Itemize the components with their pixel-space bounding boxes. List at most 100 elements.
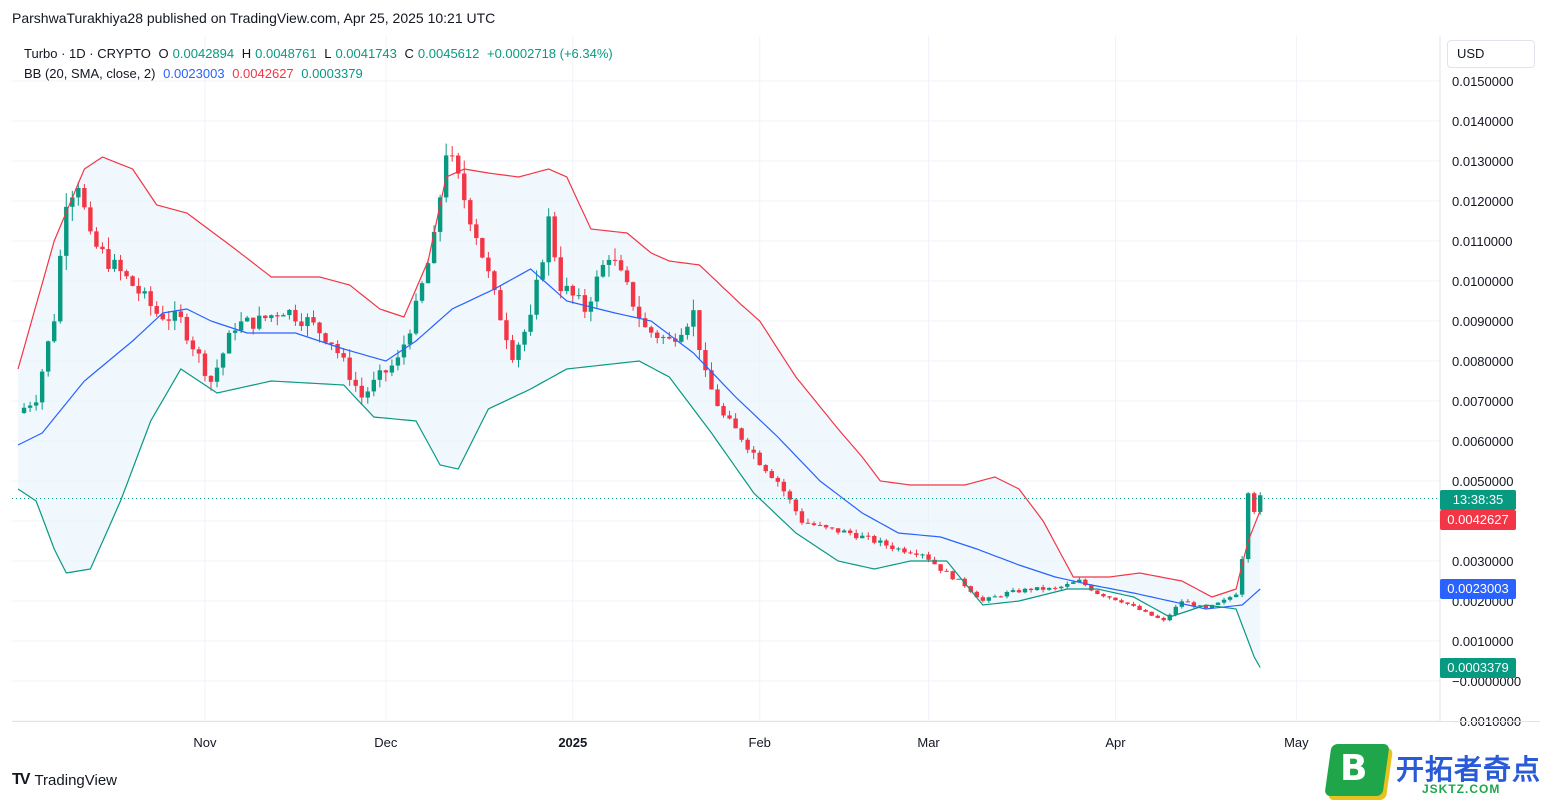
candle-body bbox=[1010, 590, 1016, 592]
candle-body bbox=[908, 552, 913, 554]
countdown-tag: 13:38:35 bbox=[1440, 490, 1516, 510]
candle-body bbox=[950, 571, 955, 580]
candle-body bbox=[576, 295, 582, 297]
candle-body bbox=[926, 554, 931, 560]
candle-body bbox=[860, 535, 865, 539]
candle-body bbox=[739, 428, 744, 440]
candle-body bbox=[1258, 495, 1263, 512]
y-tick-label: 0.0090000 bbox=[1452, 314, 1513, 329]
candle-body bbox=[208, 375, 214, 382]
candle-body bbox=[733, 418, 738, 429]
candle-body bbox=[365, 391, 370, 398]
candle-body bbox=[558, 257, 563, 292]
candle-body bbox=[1095, 590, 1100, 595]
candle-body bbox=[486, 257, 491, 272]
x-tick-label: May bbox=[1284, 735, 1309, 750]
candle-body bbox=[612, 259, 618, 261]
candle-body bbox=[480, 238, 485, 258]
candle-body bbox=[679, 334, 684, 342]
candle-body bbox=[878, 540, 883, 543]
candle-body bbox=[980, 597, 986, 601]
candle-body bbox=[691, 310, 696, 327]
candle-body bbox=[673, 338, 678, 342]
close-value: 0.0045612 bbox=[417, 46, 480, 61]
candle-body bbox=[920, 554, 925, 556]
candle-body bbox=[184, 316, 190, 341]
candle-body bbox=[854, 533, 859, 539]
candle-body bbox=[528, 314, 533, 332]
watermark-title: 开拓者奇点 bbox=[1396, 754, 1542, 785]
candle-body bbox=[1028, 588, 1034, 591]
candle-body bbox=[1185, 601, 1191, 603]
y-tick-label: 0.0140000 bbox=[1452, 114, 1513, 129]
x-tick-label: Mar bbox=[917, 735, 940, 750]
candle-body bbox=[106, 249, 111, 269]
lower-band-tag: 0.0003379 bbox=[1440, 658, 1516, 678]
open-label: O bbox=[158, 46, 169, 61]
candle-body bbox=[715, 389, 720, 407]
candle-body bbox=[817, 525, 823, 527]
candle-body bbox=[914, 553, 919, 555]
candle-body bbox=[263, 315, 268, 319]
candle-body bbox=[564, 285, 569, 292]
candle-body bbox=[829, 527, 835, 529]
candle-body bbox=[82, 187, 87, 208]
candle-body bbox=[570, 285, 575, 296]
candle-body bbox=[154, 306, 159, 314]
candle-body bbox=[1245, 493, 1251, 560]
candle-body bbox=[389, 365, 395, 373]
candle-body bbox=[112, 259, 117, 269]
open-value: 0.0042894 bbox=[172, 46, 235, 61]
candle-body bbox=[552, 216, 557, 258]
candle-body bbox=[27, 405, 33, 408]
candle-body bbox=[492, 271, 497, 291]
candle-body bbox=[703, 350, 708, 371]
candle-body bbox=[872, 536, 877, 543]
candle-body bbox=[1040, 587, 1046, 590]
candle-body bbox=[636, 306, 642, 319]
indicator-legend[interactable]: BB (20, SMA, close, 2) 0.0023003 0.00426… bbox=[24, 66, 367, 81]
symbol-label[interactable]: Turbo · 1D · CRYPTO bbox=[24, 46, 151, 61]
candle-body bbox=[413, 300, 419, 334]
candle-body bbox=[323, 333, 328, 343]
tradingview-logo[interactable]: TV TradingView bbox=[12, 771, 117, 789]
candle-body bbox=[944, 570, 949, 572]
candle-body bbox=[124, 271, 129, 277]
candle-body bbox=[232, 330, 238, 333]
candle-body bbox=[251, 317, 256, 329]
candle-body bbox=[751, 449, 756, 453]
candle-body bbox=[383, 370, 389, 373]
candle-body bbox=[763, 465, 768, 472]
candle-body bbox=[1022, 588, 1028, 593]
candle-body bbox=[1077, 579, 1082, 583]
candle-body bbox=[1203, 605, 1209, 609]
candle-body bbox=[600, 264, 606, 277]
candle-body bbox=[311, 317, 316, 323]
candle-body bbox=[667, 336, 672, 339]
y-tick-label: 0.0110000 bbox=[1452, 234, 1513, 249]
close-label: C bbox=[404, 46, 414, 61]
candle-body bbox=[39, 371, 45, 403]
currency-selector[interactable]: USD bbox=[1447, 40, 1535, 68]
candle-body bbox=[220, 353, 226, 368]
candle-body bbox=[1233, 594, 1239, 598]
candle-body bbox=[685, 326, 690, 335]
indicator-label[interactable]: BB (20, SMA, close, 2) bbox=[24, 66, 156, 81]
candle-body bbox=[202, 353, 208, 376]
candle-body bbox=[142, 291, 147, 294]
candle-body bbox=[594, 276, 600, 302]
candle-body bbox=[401, 344, 407, 358]
candle-body bbox=[160, 313, 165, 320]
x-tick-label: Apr bbox=[1105, 735, 1126, 750]
price-axis[interactable]: −0.0010000−0.00000000.00100000.00200000.… bbox=[1452, 74, 1521, 729]
candle-body bbox=[407, 333, 413, 345]
candle-body bbox=[1125, 602, 1130, 604]
candle-body bbox=[347, 357, 352, 380]
candle-body bbox=[226, 332, 232, 354]
candle-body bbox=[661, 336, 666, 338]
time-axis[interactable]: Nov Dec 2025 Feb Mar Apr May bbox=[193, 735, 1309, 750]
candle-body bbox=[1191, 602, 1197, 607]
candle-body bbox=[811, 523, 817, 526]
candle-body bbox=[582, 295, 588, 312]
